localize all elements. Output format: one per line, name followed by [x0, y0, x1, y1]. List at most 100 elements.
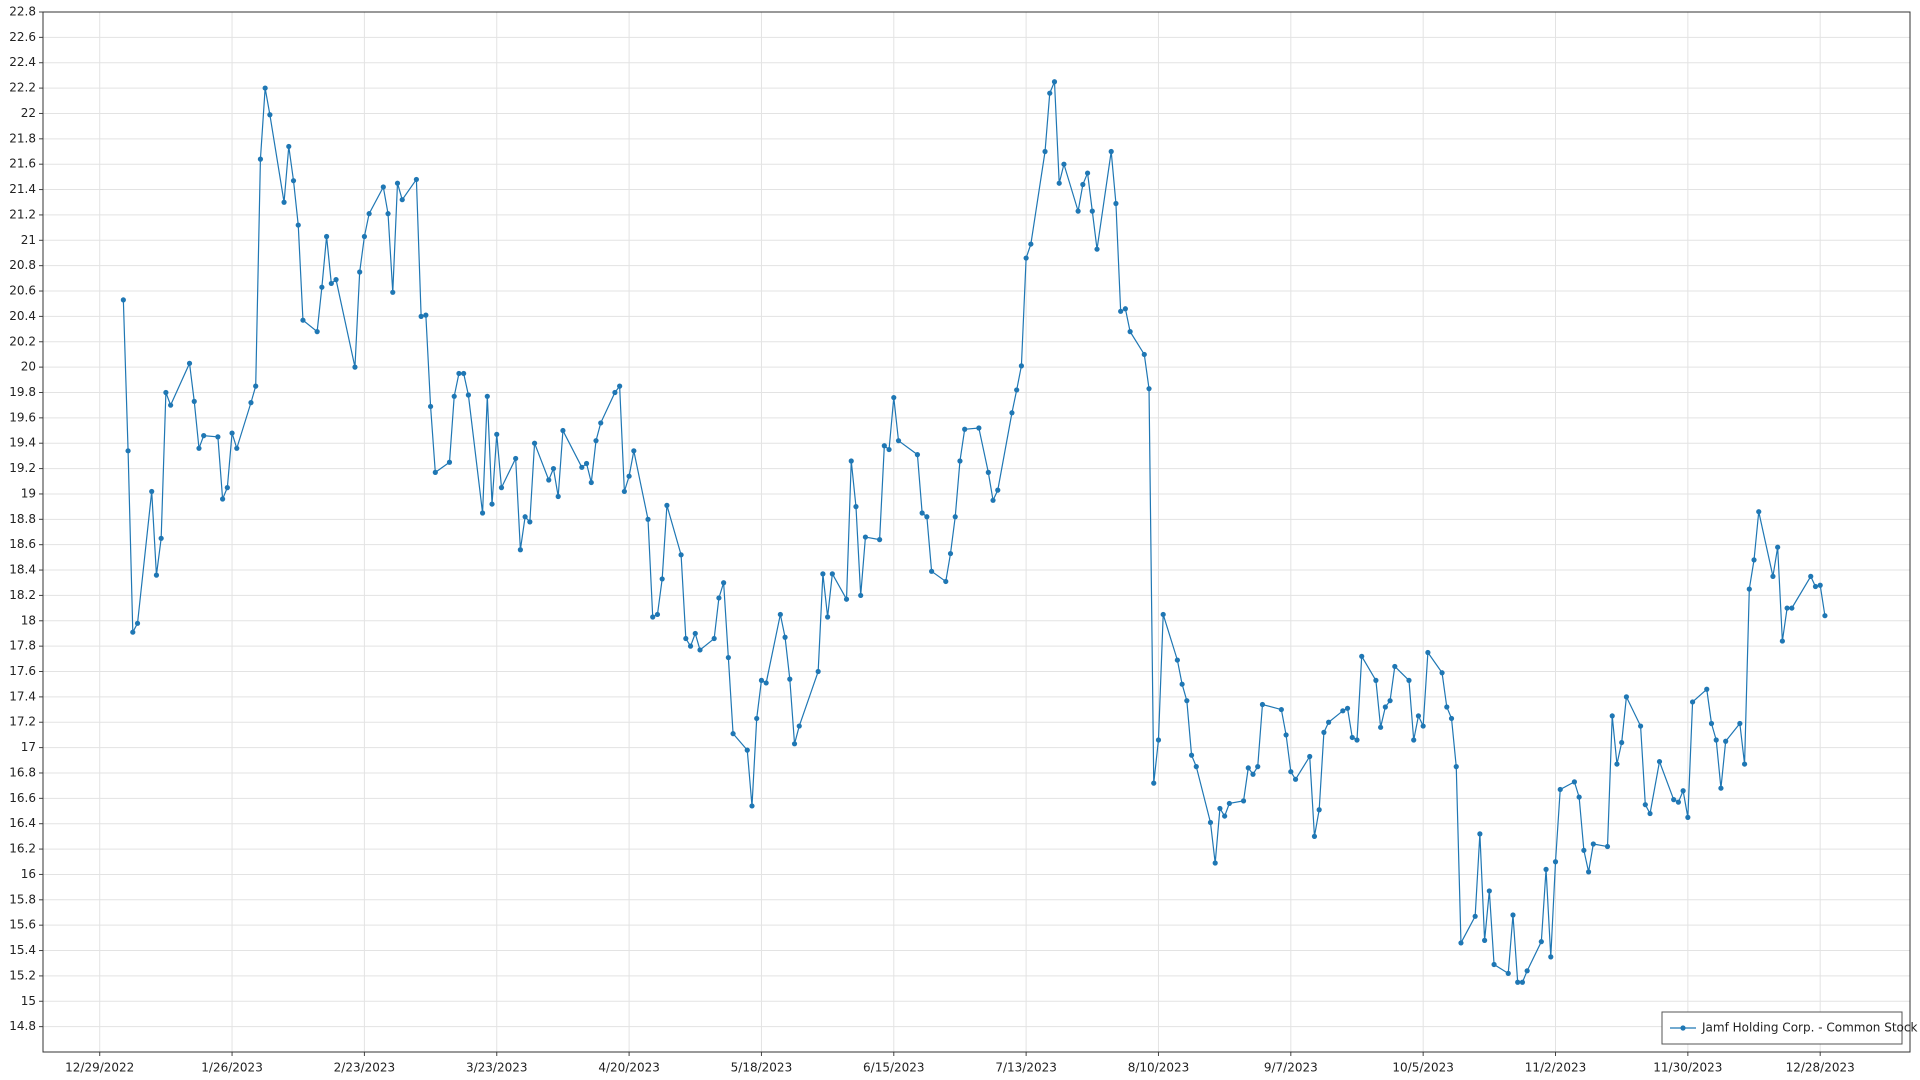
legend: Jamf Holding Corp. - Common Stock — [1661, 1011, 1917, 1045]
data-point — [196, 445, 202, 451]
data-point — [895, 438, 902, 444]
data-point — [1444, 704, 1450, 710]
data-point — [1255, 764, 1261, 770]
data-point — [1080, 181, 1086, 188]
data-point — [1217, 805, 1223, 812]
data-point — [1118, 308, 1124, 314]
data-point — [1751, 557, 1757, 563]
data-point — [626, 473, 632, 479]
data-point — [1680, 788, 1686, 794]
data-point — [725, 654, 731, 661]
data-point — [744, 747, 750, 753]
y-tick-label: 16.4 — [9, 816, 36, 830]
data-point — [1590, 841, 1596, 847]
y-tick-label: 15 — [21, 994, 36, 1008]
data-point — [1581, 847, 1587, 853]
x-tick-label: 10/5/2023 — [1392, 1061, 1454, 1075]
data-point — [229, 430, 235, 436]
data-point — [1505, 970, 1511, 976]
legend-label: Jamf Holding Corp. - Common Stock — [1701, 1021, 1917, 1035]
data-point — [215, 434, 221, 440]
data-point — [1051, 79, 1058, 85]
data-point — [1812, 583, 1819, 590]
data-point — [593, 438, 599, 444]
data-point — [1250, 771, 1256, 777]
y-tick-label: 18 — [21, 613, 36, 627]
y-tick-label: 22.6 — [9, 30, 36, 44]
data-point — [631, 448, 637, 454]
data-point — [1784, 605, 1790, 611]
data-point — [1259, 701, 1266, 708]
grid — [43, 11, 1910, 1052]
y-tick-label: 18.8 — [9, 512, 36, 526]
y-tick-label: 14.8 — [9, 1019, 36, 1033]
x-tick-label: 4/20/2023 — [598, 1061, 660, 1075]
data-point — [1127, 329, 1133, 335]
data-point — [248, 400, 254, 406]
data-point — [1018, 363, 1025, 369]
y-tick-label: 22.4 — [9, 55, 36, 69]
data-point — [1425, 649, 1431, 656]
data-point — [1222, 813, 1228, 819]
data-point — [843, 596, 850, 602]
data-point — [1340, 708, 1346, 714]
x-tick-label: 8/10/2023 — [1128, 1061, 1190, 1075]
data-point — [1179, 681, 1185, 687]
data-point — [1477, 831, 1483, 837]
plot-frame — [42, 11, 1911, 1053]
data-point — [560, 427, 566, 434]
y-tick-label: 17.2 — [9, 715, 36, 729]
data-point — [1822, 613, 1828, 619]
x-tick-label: 3/23/2023 — [466, 1061, 528, 1075]
data-point — [957, 458, 963, 464]
x-tick-label: 12/29/2022 — [65, 1061, 134, 1075]
y-tick-label: 17.8 — [9, 639, 36, 653]
y-tick-label: 16 — [21, 867, 36, 881]
legend-box — [1661, 1011, 1903, 1045]
data-point — [985, 469, 991, 475]
data-point — [1292, 776, 1299, 782]
data-point — [1321, 729, 1327, 735]
data-point — [1458, 940, 1464, 946]
data-point — [1382, 704, 1388, 710]
data-point — [1141, 351, 1147, 358]
data-point — [498, 485, 505, 491]
data-point — [323, 233, 330, 240]
data-point — [650, 614, 656, 620]
data-point — [550, 465, 557, 472]
data-point — [579, 464, 585, 470]
data-point — [716, 595, 722, 601]
data-point — [1642, 802, 1648, 808]
data-point — [418, 313, 424, 319]
data-point — [1193, 764, 1199, 770]
data-point — [1056, 180, 1062, 186]
data-point — [1155, 737, 1162, 743]
data-point — [153, 572, 160, 578]
y-tick-label: 15.2 — [9, 968, 36, 982]
y-tick-label: 20.8 — [9, 258, 36, 272]
data-point — [281, 199, 287, 205]
data-point — [664, 502, 670, 508]
data-point — [862, 534, 869, 540]
data-point — [881, 443, 887, 449]
data-point — [328, 280, 334, 287]
data-point — [1647, 810, 1653, 817]
data-point — [1344, 705, 1351, 711]
y-tick-label: 21 — [21, 233, 36, 247]
data-point — [494, 431, 500, 437]
y-tick-label: 18.2 — [9, 588, 36, 602]
y-tick-label: 16.6 — [9, 791, 36, 805]
data-point — [1543, 866, 1549, 872]
data-point — [390, 289, 396, 295]
data-point — [1207, 819, 1214, 826]
data-point — [201, 433, 207, 439]
data-point — [1084, 170, 1091, 176]
data-point — [1406, 677, 1412, 683]
data-point — [1491, 961, 1497, 968]
data-point — [1411, 737, 1417, 743]
data-point — [791, 741, 798, 747]
data-point — [730, 731, 736, 737]
data-point — [976, 425, 982, 431]
data-point — [617, 383, 623, 389]
data-point — [687, 643, 694, 649]
